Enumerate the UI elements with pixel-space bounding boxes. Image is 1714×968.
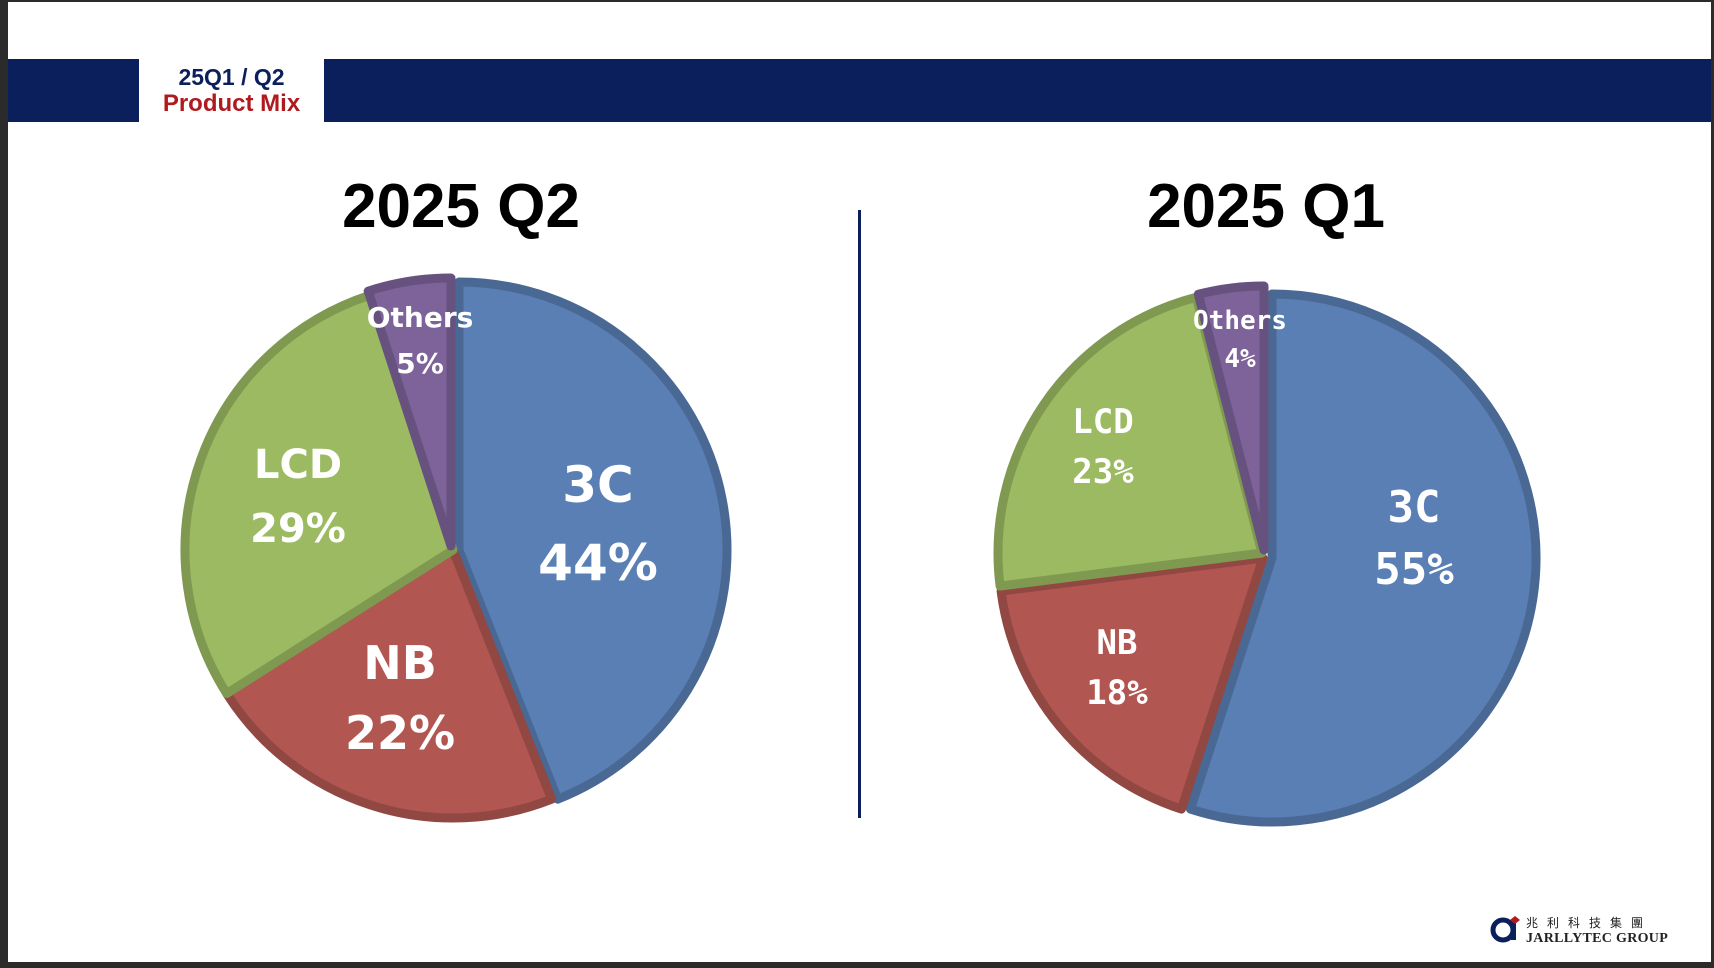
slice-value-lcd: 29% xyxy=(250,506,346,552)
slice-label-3c: 3C xyxy=(562,456,633,514)
slide: 25Q1 / Q2 Product Mix 2025 Q2 2025 Q1 3C… xyxy=(8,2,1711,962)
logo-chinese-name: 兆利科技集團 xyxy=(1526,916,1653,930)
company-logo: 兆利科技集團 JARLLYTEC GROUP xyxy=(1478,908,1706,950)
chart-title-q2: 2025 Q2 xyxy=(342,172,580,241)
pie-slice-3c-2025-q2 xyxy=(454,277,732,804)
slice-value-3c: 55% xyxy=(1374,544,1454,595)
slice-label-others: Others xyxy=(1193,306,1287,336)
pie-slice-others-2025-q1 xyxy=(1193,281,1269,555)
pie-slice-nb-2025-q1 xyxy=(996,553,1268,814)
slice-value-lcd: 23% xyxy=(1072,452,1134,492)
pie-slice-lcd-2025-q1 xyxy=(993,292,1267,591)
slice-label-lcd: LCD xyxy=(1072,402,1133,442)
pie-chart-q2: 3C 44% NB 22% LCD 29% Others 5% xyxy=(180,273,732,823)
slice-label-others: Others xyxy=(367,301,474,334)
slice-label-lcd: LCD xyxy=(254,442,342,488)
slice-value-3c: 44% xyxy=(538,534,658,592)
slice-value-others: 4% xyxy=(1224,344,1256,374)
slice-label-nb: NB xyxy=(1097,623,1138,663)
pie-chart-q1: 3C 55% NB 18% LCD 23% Others 4% xyxy=(993,281,1541,827)
logo-mark-icon xyxy=(1490,916,1520,943)
pie-slice-others-2025-q2 xyxy=(363,273,456,551)
header-tab: 25Q1 / Q2 Product Mix xyxy=(139,59,324,122)
slice-value-nb: 22% xyxy=(345,706,455,760)
slice-value-others: 5% xyxy=(396,347,444,380)
pie-slice-nb-2025-q2 xyxy=(222,545,557,823)
slice-label-3c: 3C xyxy=(1388,482,1441,533)
logo-english-name: JARLLYTEC GROUP xyxy=(1526,931,1669,946)
slice-value-nb: 18% xyxy=(1086,673,1148,713)
pie-slice-lcd-2025-q2 xyxy=(180,290,458,699)
slice-label-nb: NB xyxy=(363,636,437,690)
section-label: Product Mix xyxy=(162,90,301,117)
period-label: 25Q1 / Q2 xyxy=(178,64,285,90)
chart-title-q1: 2025 Q1 xyxy=(1147,172,1385,241)
pie-slice-3c-2025-q1 xyxy=(1185,289,1541,827)
chart-divider xyxy=(858,210,861,818)
